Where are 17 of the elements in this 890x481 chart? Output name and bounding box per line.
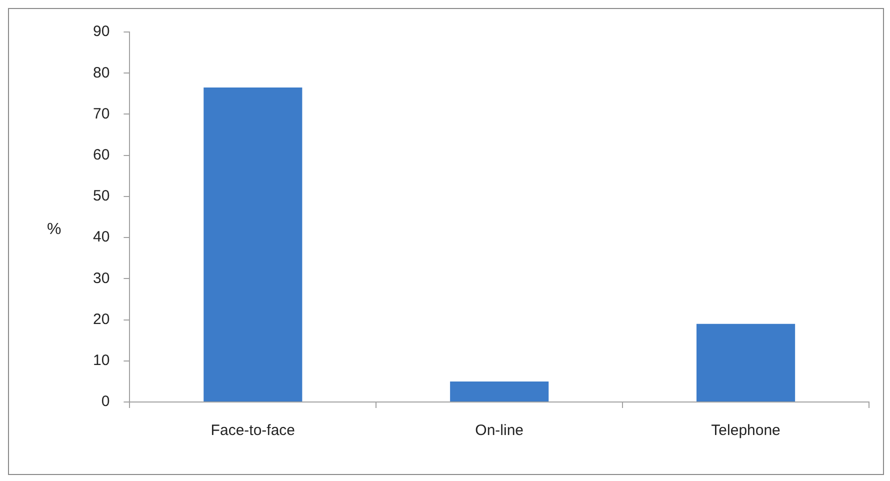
- y-tick-label: 10: [92, 352, 110, 370]
- y-tick-label: 0: [101, 393, 110, 410]
- y-tick-label: 50: [92, 188, 110, 205]
- x-tick-label: On-line: [475, 422, 524, 440]
- y-tick-label: 20: [92, 310, 110, 328]
- y-tick-label: 80: [92, 64, 110, 82]
- y-axis-title: %: [47, 221, 62, 239]
- bar: [204, 88, 302, 402]
- bar: [696, 324, 796, 402]
- y-tick-label: 90: [92, 23, 110, 40]
- y-tick-label: 30: [92, 270, 110, 287]
- y-tick-label: 60: [92, 146, 110, 164]
- x-tick-label: Face-to-face: [210, 422, 296, 440]
- bar: [450, 381, 549, 402]
- y-tick-label: 40: [92, 228, 110, 246]
- x-tick-label: Telephone: [711, 422, 780, 440]
- y-tick-label: 70: [92, 105, 110, 122]
